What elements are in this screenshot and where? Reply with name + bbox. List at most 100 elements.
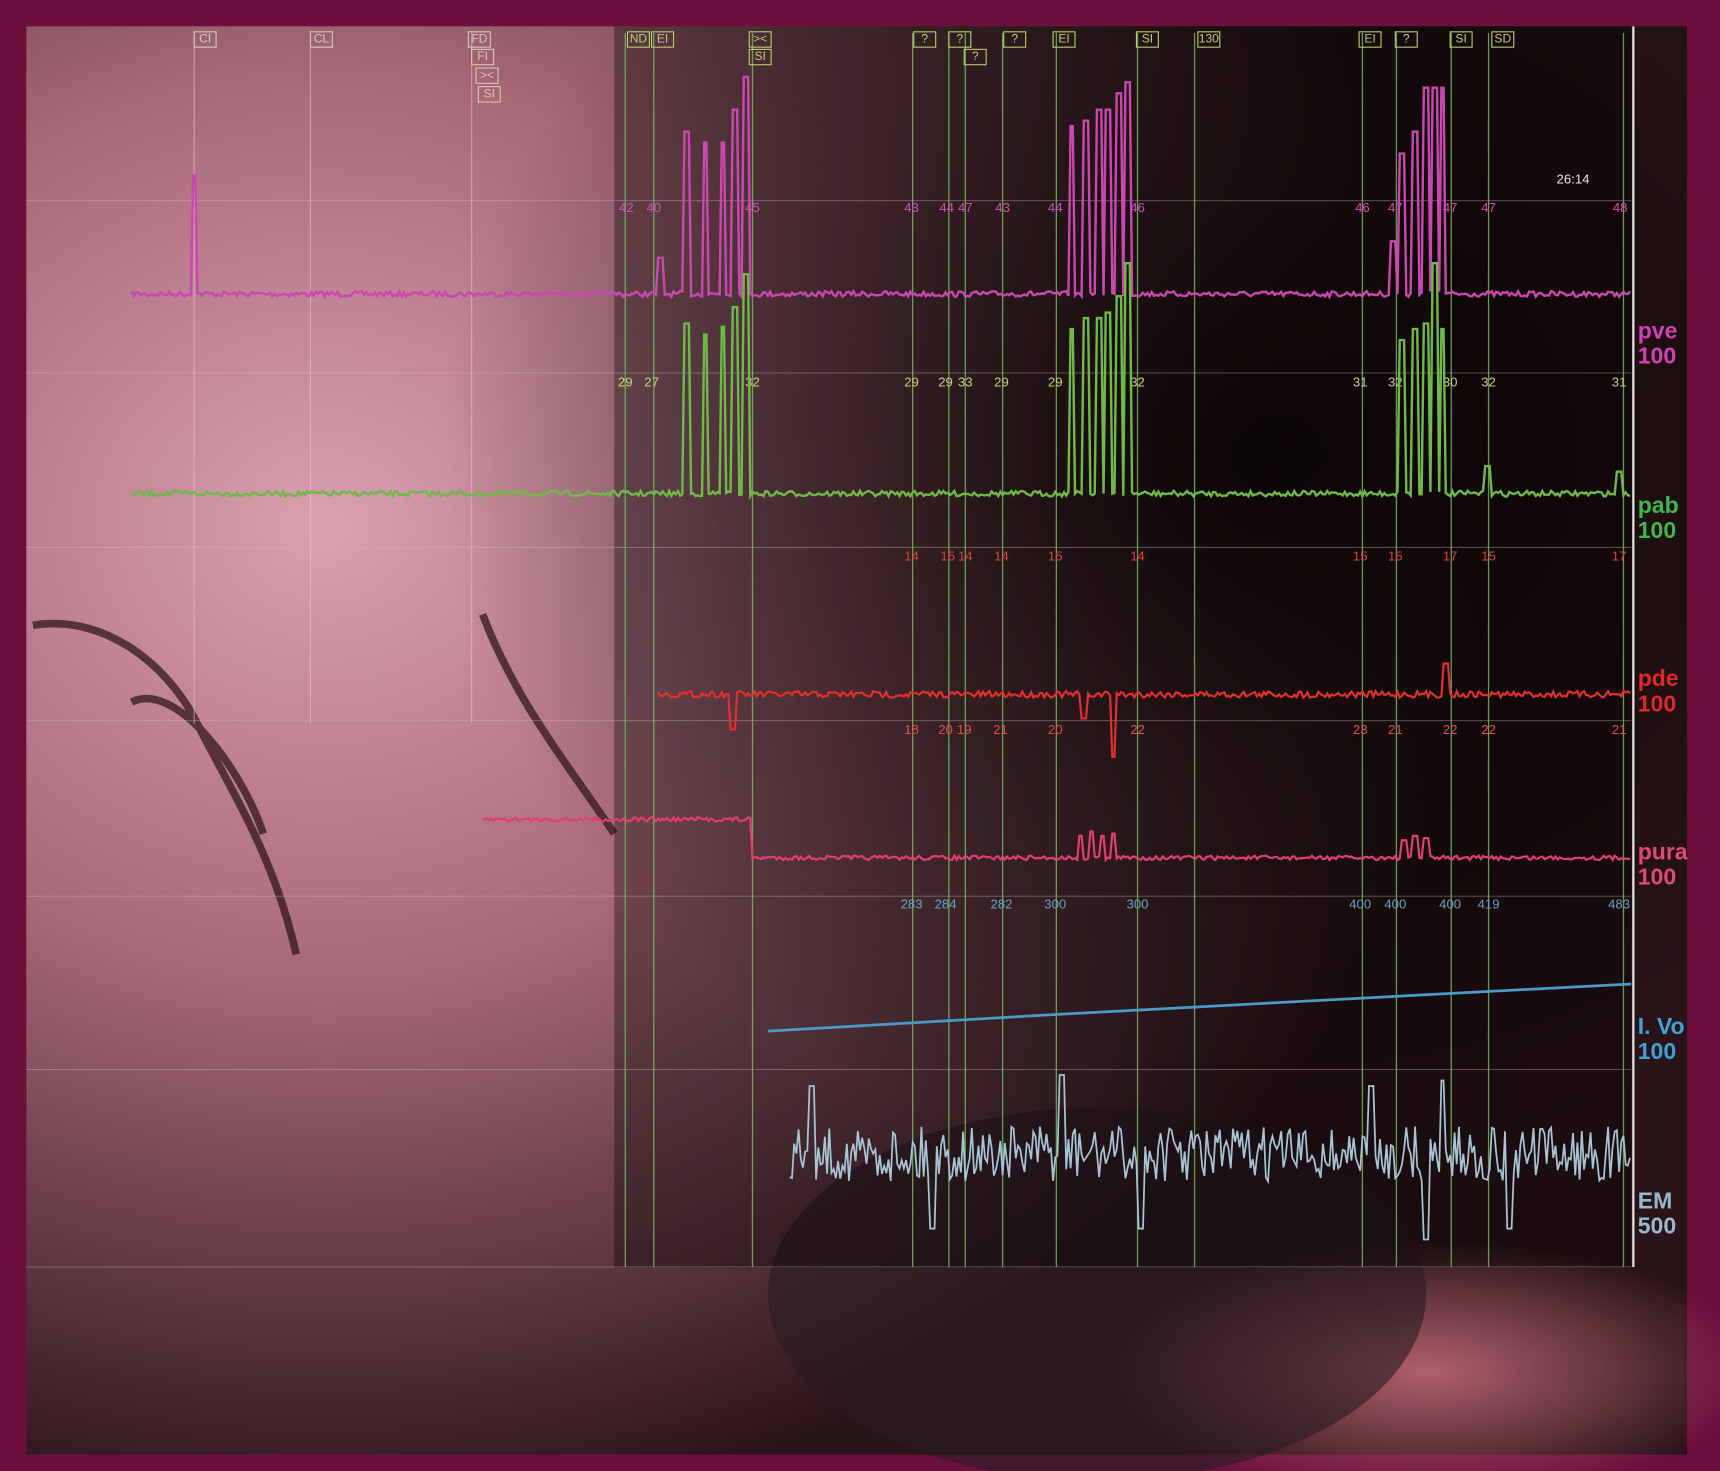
event-value: 48 (1613, 200, 1628, 215)
marker-box (309, 31, 333, 48)
marker-box (477, 86, 501, 103)
event-value: 15 (940, 549, 955, 564)
event-value: 47 (958, 200, 973, 215)
event-value: 40 (646, 200, 661, 215)
event-value: 282 (991, 896, 1013, 911)
event-value: 14 (904, 549, 919, 564)
event-value: 47 (1481, 200, 1496, 215)
event-value: 29 (938, 374, 953, 389)
event-value: 400 (1384, 896, 1406, 911)
event-marker: ? (921, 32, 928, 46)
event-value: 17 (1612, 549, 1627, 564)
event-value: 14 (958, 549, 973, 564)
event-value: 20 (1048, 722, 1063, 737)
channel-name: pura (1638, 838, 1688, 864)
signal-trace (130, 75, 1631, 300)
channel-scale: 100 (1638, 864, 1676, 890)
marker-box (1491, 31, 1515, 48)
event-marker: EI (1058, 32, 1069, 46)
signal-trace (130, 262, 1631, 501)
event-value: 42 (619, 200, 634, 215)
event-value: 33 (958, 374, 973, 389)
event-marker: >< (753, 32, 767, 46)
event-value: 21 (993, 722, 1008, 737)
event-value: 32 (745, 374, 760, 389)
event-value: 30 (1443, 374, 1458, 389)
signal-trace (482, 815, 1631, 863)
channel-name: I. Vo (1638, 1013, 1685, 1039)
event-marker: CI (199, 32, 211, 46)
event-marker: SI (754, 49, 765, 63)
event-marker: ? (972, 49, 979, 63)
trace-layer: CI CL FD FI >< SI ND EI >< SI???? EI SI 130 EI? SI SD 26… (26, 26, 1688, 1269)
event-value: 47 (1443, 200, 1458, 215)
event-value: 419 (1478, 896, 1500, 911)
event-value: 14 (1130, 549, 1145, 564)
event-value: 300 (1044, 896, 1066, 911)
event-value: 45 (745, 200, 760, 215)
event-value: 29 (618, 374, 633, 389)
event-value: 27 (644, 374, 659, 389)
channel-name: pde (1638, 665, 1679, 691)
event-value: 46 (1355, 200, 1370, 215)
event-value: 15 (1388, 549, 1403, 564)
event-value: 32 (1481, 374, 1496, 389)
channel-scale: 100 (1638, 517, 1676, 543)
volume-trace (767, 982, 1632, 1033)
marker-box (1449, 31, 1473, 48)
event-value: 29 (994, 374, 1009, 389)
event-value: 46 (1130, 200, 1145, 215)
channel-name: pab (1638, 492, 1679, 518)
marker-box (626, 31, 650, 48)
event-value: 31 (1353, 374, 1368, 389)
marker-box (1052, 31, 1076, 48)
marker-box (471, 48, 495, 66)
marker-box (1358, 31, 1382, 48)
channel-scale: 500 (1638, 1213, 1676, 1239)
event-value: 21 (1612, 722, 1627, 737)
event-marker: SI (1142, 32, 1153, 46)
event-value: 47 (1388, 200, 1403, 215)
photo-contour (32, 612, 618, 956)
event-value: 17 (1443, 549, 1458, 564)
event-value: 483 (1608, 896, 1630, 911)
event-value: 283 (901, 896, 923, 911)
event-value: 31 (1612, 374, 1627, 389)
channel-scale: 100 (1638, 1038, 1676, 1064)
event-value: 400 (1439, 896, 1461, 911)
signal-trace (657, 662, 1631, 758)
timer: 26:14 (1557, 171, 1590, 186)
signal-trace (789, 1074, 1631, 1241)
marker-box (651, 31, 675, 48)
event-value: 23 (1353, 722, 1368, 737)
channel-scale: 100 (1638, 343, 1676, 369)
event-value: 22 (1130, 722, 1145, 737)
event-value: 400 (1349, 896, 1371, 911)
event-marker: EI (1364, 32, 1375, 46)
event-marker: SI (484, 87, 495, 101)
event-value: 15 (1481, 549, 1496, 564)
marker-box (948, 31, 972, 48)
event-marker: ? (956, 32, 963, 46)
channel-scale: 100 (1638, 690, 1676, 716)
photo-chin (767, 1107, 1426, 1471)
event-value: 18 (904, 722, 919, 737)
event-value: 300 (1127, 896, 1149, 911)
marker-box (475, 67, 499, 84)
channel-name: EM (1638, 1187, 1673, 1213)
event-marker: SI (1455, 32, 1466, 46)
event-value: 14 (994, 549, 1009, 564)
event-value: 19 (957, 722, 972, 737)
marker-box (963, 48, 987, 66)
marker-box (467, 31, 491, 48)
event-value: 44 (939, 200, 954, 215)
event-value: 15 (1048, 549, 1063, 564)
marker-box (1135, 31, 1159, 48)
marker-box (748, 48, 772, 66)
event-marker: ND (630, 32, 648, 46)
marker-box (1197, 31, 1221, 48)
event-marker: 130 (1199, 32, 1219, 46)
event-value: 15 (1353, 549, 1368, 564)
